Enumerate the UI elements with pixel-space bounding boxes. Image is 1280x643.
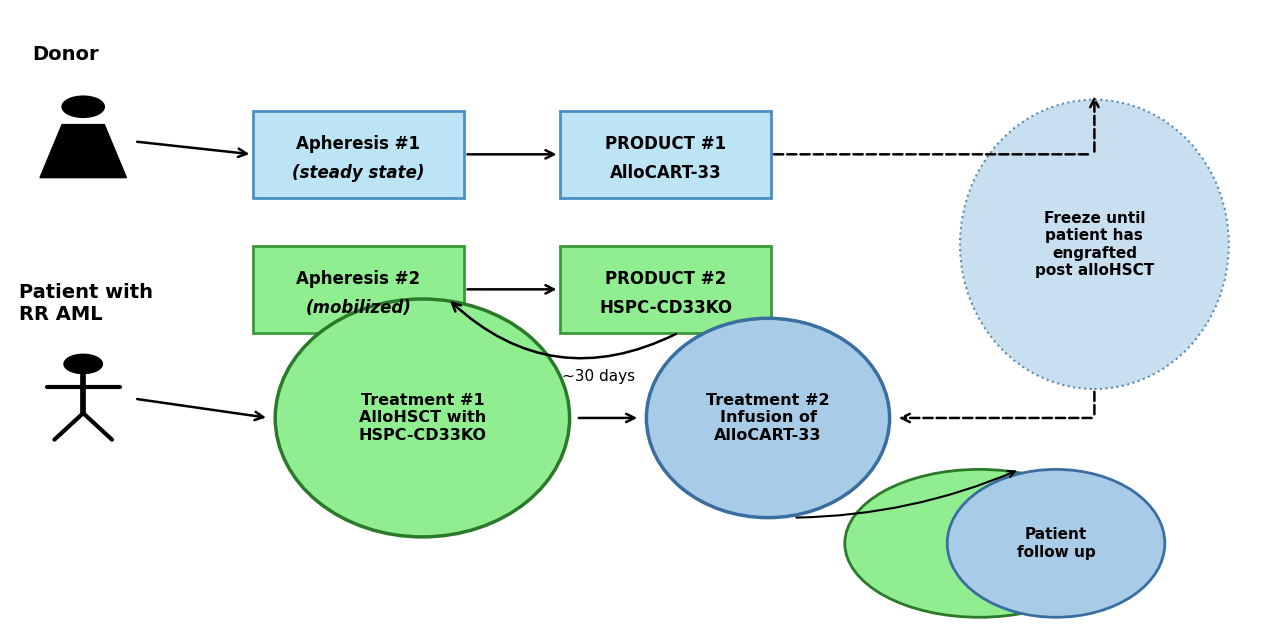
Ellipse shape [646,318,890,518]
Circle shape [64,354,102,374]
Ellipse shape [275,299,570,537]
Text: (steady state): (steady state) [292,165,425,183]
Text: PRODUCT #1: PRODUCT #1 [605,135,726,153]
Text: Apheresis #2: Apheresis #2 [297,270,420,288]
Text: Donor: Donor [32,45,99,64]
Text: AlloCART-33: AlloCART-33 [609,165,722,183]
Ellipse shape [960,100,1229,389]
Text: PRODUCT #2: PRODUCT #2 [605,270,726,288]
Text: (mobilized): (mobilized) [306,300,411,318]
FancyBboxPatch shape [253,246,465,333]
Text: Freeze until
patient has
engrafted
post alloHSCT: Freeze until patient has engrafted post … [1034,211,1155,278]
Text: Treatment #2
Infusion of
AlloCART-33: Treatment #2 Infusion of AlloCART-33 [707,393,829,443]
FancyBboxPatch shape [561,246,771,333]
Text: Apheresis #1: Apheresis #1 [297,135,420,153]
Text: Patient with
RR AML: Patient with RR AML [19,283,154,324]
Text: ~30 days: ~30 days [562,368,636,384]
Circle shape [61,96,105,117]
Text: HSPC-CD33KO: HSPC-CD33KO [599,300,732,318]
Polygon shape [40,125,127,177]
Ellipse shape [845,469,1114,617]
Text: Treatment #1
AlloHSCT with
HSPC-CD33KO: Treatment #1 AlloHSCT with HSPC-CD33KO [358,393,486,443]
Text: Patient
follow up: Patient follow up [1016,527,1096,559]
Ellipse shape [947,469,1165,617]
FancyBboxPatch shape [561,111,771,198]
FancyBboxPatch shape [253,111,465,198]
